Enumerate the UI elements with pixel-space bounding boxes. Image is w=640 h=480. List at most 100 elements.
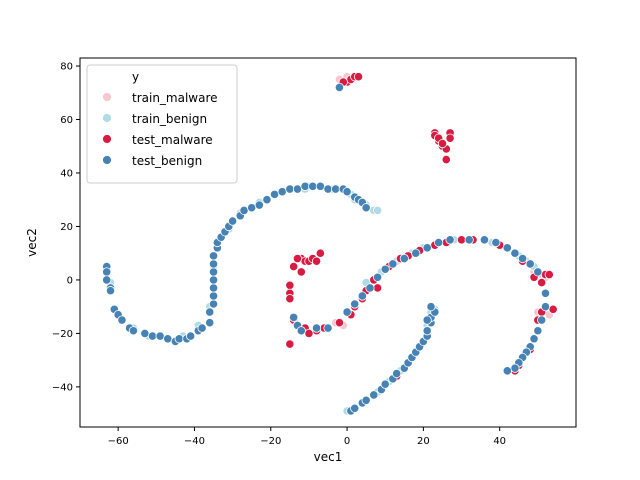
data-point (434, 237, 444, 248)
data-point (399, 253, 409, 264)
data-point (147, 331, 158, 341)
legend-marker (102, 92, 112, 102)
legend-label: train_malware (132, 91, 218, 105)
data-point (392, 368, 402, 379)
data-point (491, 237, 501, 248)
data-point (102, 275, 112, 285)
data-point (537, 315, 547, 325)
data-point (208, 299, 219, 309)
data-point (285, 294, 295, 304)
data-point (296, 326, 306, 336)
data-point (525, 259, 535, 269)
data-point (289, 261, 299, 272)
data-point (350, 299, 360, 309)
data-point (540, 302, 551, 312)
data-point (533, 326, 543, 336)
x-axis-label: vec1 (314, 450, 343, 464)
legend-label: test_benign (132, 154, 202, 168)
data-point (174, 334, 184, 344)
y-tick-label: 40 (60, 168, 73, 179)
data-point (277, 187, 287, 197)
data-point (140, 328, 150, 339)
y-tick-label: 80 (60, 62, 73, 73)
data-point (529, 334, 539, 344)
data-point (208, 259, 219, 269)
data-point (544, 269, 554, 280)
data-point (205, 318, 215, 328)
data-point (285, 184, 295, 194)
data-point (357, 291, 367, 301)
data-point (186, 331, 196, 341)
data-point (422, 326, 432, 336)
data-point (163, 334, 173, 344)
data-point (262, 195, 272, 205)
data-point (445, 133, 455, 143)
legend-label: train_benign (132, 112, 207, 126)
legend-box (86, 64, 238, 184)
data-point (323, 323, 333, 333)
data-point (128, 326, 139, 336)
points-layer (102, 72, 558, 416)
legend-title: y (132, 70, 139, 84)
data-point (285, 280, 295, 290)
data-point (304, 328, 314, 339)
data-point (285, 339, 295, 349)
data-point (254, 200, 264, 210)
data-point (350, 403, 360, 413)
data-point (315, 181, 325, 191)
data-point (365, 283, 375, 293)
data-point (208, 291, 219, 301)
y-axis-label: vec2 (25, 228, 39, 257)
data-point (437, 138, 448, 149)
data-point (315, 248, 325, 258)
data-point (208, 251, 219, 261)
data-point (296, 267, 306, 277)
data-point (533, 267, 543, 277)
data-point (311, 256, 322, 266)
data-point (334, 318, 345, 328)
x-tick-label: −60 (108, 436, 129, 447)
legend-marker (102, 113, 112, 123)
x-tick-label: 40 (493, 436, 506, 447)
data-point (361, 395, 371, 405)
y-tick-label: 0 (67, 275, 73, 286)
data-point (548, 304, 558, 314)
data-point (208, 283, 219, 293)
data-point (510, 363, 520, 373)
data-point (342, 307, 352, 317)
data-point (269, 189, 280, 199)
data-point (540, 288, 551, 298)
data-point (311, 323, 322, 333)
y-tick-label: 20 (60, 222, 73, 233)
y-tick-label: −40 (52, 382, 73, 393)
data-point (239, 205, 249, 216)
data-point (208, 267, 219, 277)
y-tick-label: −20 (52, 329, 73, 340)
plot-frame (79, 57, 577, 428)
data-point (372, 205, 383, 216)
legend-marker (102, 134, 112, 144)
x-tick-label: 0 (344, 436, 350, 447)
data-point (422, 315, 432, 325)
data-point (464, 235, 474, 245)
data-point (208, 275, 219, 285)
data-point (289, 312, 299, 322)
data-point (380, 379, 390, 389)
data-point (479, 235, 490, 245)
data-point (155, 331, 165, 341)
data-point (441, 155, 451, 165)
data-point (510, 248, 520, 258)
data-point (247, 203, 257, 213)
data-point (361, 203, 371, 213)
data-point (205, 307, 215, 317)
data-point (517, 253, 528, 264)
data-point (369, 390, 379, 400)
data-point (228, 216, 238, 226)
data-point (422, 243, 432, 253)
data-point (445, 235, 455, 245)
data-point (411, 248, 421, 258)
data-point (308, 181, 318, 191)
data-point (342, 187, 352, 197)
legend-marker (102, 155, 112, 165)
x-tick-label: −20 (260, 436, 281, 447)
